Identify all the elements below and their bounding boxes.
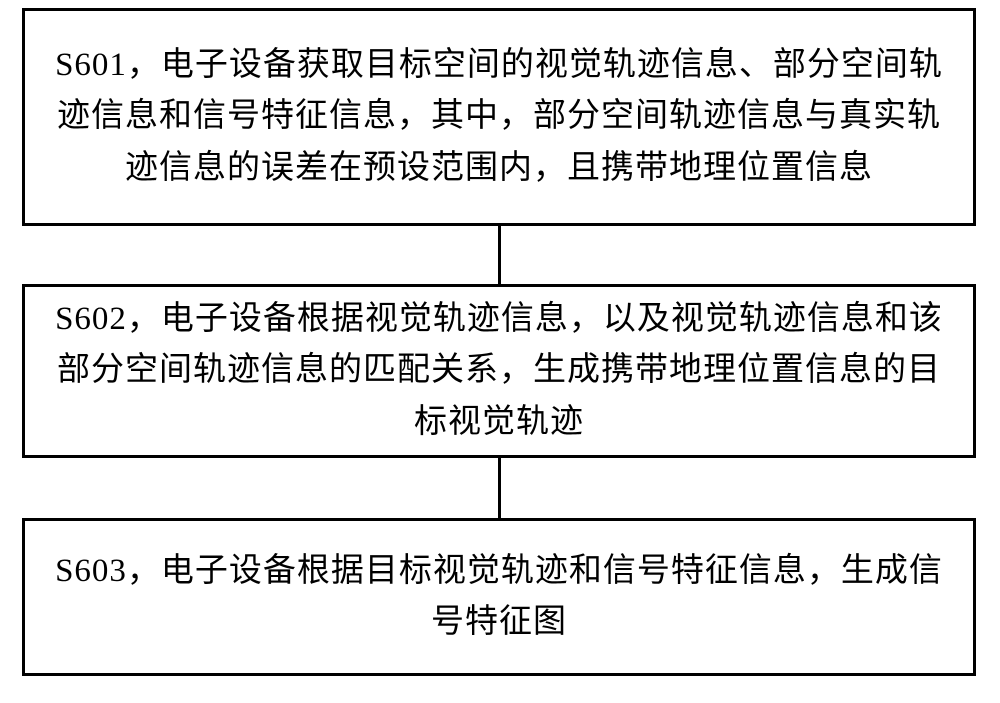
step-text-s602: S602，电子设备根据视觉轨迹信息，以及视觉轨迹信息和该部分空间轨迹信息的匹配关… xyxy=(55,294,943,447)
step-box-s602: S602，电子设备根据视觉轨迹信息，以及视觉轨迹信息和该部分空间轨迹信息的匹配关… xyxy=(22,284,976,458)
step-text-s603: S603，电子设备根据目标视觉轨迹和信号特征信息，生成信号特征图 xyxy=(55,546,943,648)
step-text-s601: S601，电子设备获取目标空间的视觉轨迹信息、部分空间轨迹信息和信号特征信息，其… xyxy=(55,40,943,193)
connector-s601-s602 xyxy=(498,226,501,284)
step-box-s601: S601，电子设备获取目标空间的视觉轨迹信息、部分空间轨迹信息和信号特征信息，其… xyxy=(22,8,976,226)
connector-s602-s603 xyxy=(498,458,501,518)
flowchart-container: S601，电子设备获取目标空间的视觉轨迹信息、部分空间轨迹信息和信号特征信息，其… xyxy=(0,0,1000,703)
step-box-s603: S603，电子设备根据目标视觉轨迹和信号特征信息，生成信号特征图 xyxy=(22,518,976,676)
